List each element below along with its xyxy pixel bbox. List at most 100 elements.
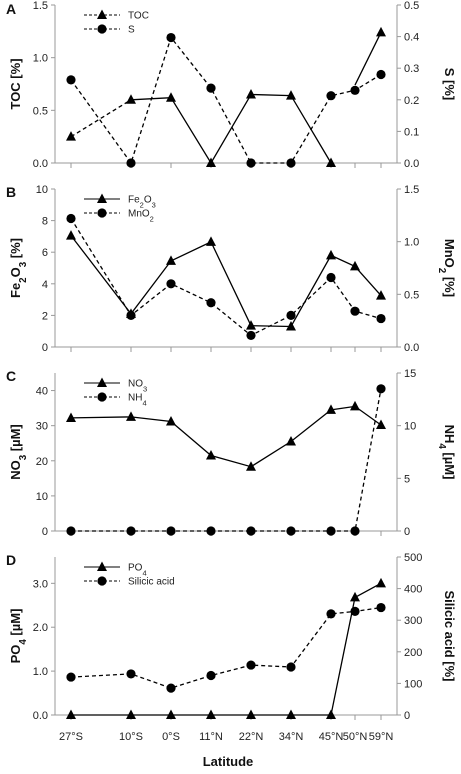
data-point-circle xyxy=(246,660,256,670)
legend-label-subscript: 2 xyxy=(150,214,154,223)
legend-marker-circle xyxy=(97,24,107,34)
data-point-triangle xyxy=(126,411,136,421)
data-point-circle xyxy=(166,526,176,536)
data-point-triangle xyxy=(66,412,76,422)
series-line xyxy=(70,99,132,138)
data-point-triangle xyxy=(66,230,76,240)
data-point-triangle xyxy=(376,419,386,429)
right-axis-label-text: MnO xyxy=(442,239,457,268)
data-point-circle xyxy=(350,606,360,616)
series-mno2 xyxy=(66,213,386,341)
right-tick-label: 1.0 xyxy=(404,237,419,249)
legend-label: NO3 xyxy=(128,379,147,394)
right-tick-label: 400 xyxy=(404,584,422,596)
data-point-circle xyxy=(126,669,136,679)
data-point-triangle xyxy=(286,435,296,446)
right-axis-label: NH4 [µM] xyxy=(437,425,458,480)
data-point-circle xyxy=(246,330,256,341)
data-point-circle xyxy=(66,672,76,682)
x-tick-label: 11°N xyxy=(199,731,223,743)
data-point-circle xyxy=(126,310,136,320)
x-tick-label: 34°N xyxy=(279,731,304,743)
series-line xyxy=(70,36,382,165)
data-point-triangle xyxy=(206,709,216,719)
left-axis-label-subscript: 3 xyxy=(18,454,29,460)
data-point-circle xyxy=(326,526,336,536)
series-fe2o3 xyxy=(66,230,386,331)
right-tick-label: 0.3 xyxy=(404,63,419,75)
legend-marker-circle xyxy=(97,576,107,586)
data-point-triangle xyxy=(350,260,360,271)
data-point-circle xyxy=(66,75,76,85)
data-point-triangle xyxy=(286,90,296,100)
legend-marker-triangle xyxy=(97,9,107,19)
left-tick-label: 0.0 xyxy=(33,158,48,170)
left-axis-label-text: NO xyxy=(8,460,23,480)
right-axis-label-text: [%] xyxy=(442,273,457,297)
left-axis-label-text: [%] xyxy=(8,238,23,262)
left-tick-label: 20 xyxy=(36,456,48,468)
left-tick-label: 3.0 xyxy=(33,578,48,590)
data-point-triangle xyxy=(66,709,76,719)
right-axis-label-text: [µM] xyxy=(442,449,457,480)
legend-label: S xyxy=(128,25,135,36)
legend-label-subscript: 3 xyxy=(152,200,156,209)
left-axis-label-text: O xyxy=(8,267,23,277)
x-tick-label: 59°N xyxy=(369,731,394,743)
data-point-circle xyxy=(286,158,296,168)
x-tick-label: 50°N xyxy=(343,731,368,743)
left-tick-label: 2 xyxy=(42,310,48,322)
data-point-circle xyxy=(206,83,216,93)
legend-label-text: S xyxy=(128,25,135,36)
data-point-circle xyxy=(286,526,296,536)
series-line xyxy=(71,582,382,716)
legend-marker-triangle xyxy=(97,377,107,387)
series-line xyxy=(354,32,382,86)
data-point-circle xyxy=(286,310,296,320)
legend-marker-triangle xyxy=(97,193,107,203)
legend-label: MnO2 xyxy=(128,209,154,224)
series-nh4 xyxy=(66,384,386,536)
right-axis-label-text: S [%] xyxy=(442,68,457,101)
data-point-triangle xyxy=(246,89,256,99)
right-axis-label-subscript: 4 xyxy=(437,443,448,449)
x-tick-label: 10°S xyxy=(119,731,143,743)
data-point-circle xyxy=(166,279,176,289)
left-tick-label: 1.0 xyxy=(33,666,48,678)
right-tick-label: 0.5 xyxy=(404,289,419,301)
x-tick-label: 45°N xyxy=(319,731,344,743)
left-tick-label: 0 xyxy=(42,342,48,354)
left-axis-label-text: [µM] xyxy=(8,609,23,640)
series-toc xyxy=(66,26,386,167)
panel-label: A xyxy=(6,1,16,17)
legend-marker-triangle xyxy=(97,561,107,571)
data-point-circle xyxy=(286,662,296,672)
left-axis-label: TOC [%] xyxy=(8,58,23,109)
data-point-circle xyxy=(246,158,256,168)
right-axis-label-text: NH xyxy=(442,425,457,444)
legend-label-text: NH xyxy=(128,393,142,404)
right-tick-label: 500 xyxy=(404,552,422,564)
right-tick-label: 0 xyxy=(404,710,410,722)
series-line xyxy=(70,405,382,468)
data-point-triangle xyxy=(286,709,296,719)
right-tick-label: 0.2 xyxy=(404,95,419,107)
legend-label-text: NO xyxy=(128,379,143,390)
left-tick-label: 0 xyxy=(42,526,48,538)
data-point-circle xyxy=(126,526,136,536)
right-tick-label: 0.0 xyxy=(404,342,419,354)
legend-label-subscript: 4 xyxy=(142,568,146,577)
left-axis-label-text: [µM] xyxy=(8,424,23,455)
left-axis-label-text: PO xyxy=(8,645,23,664)
data-point-circle xyxy=(246,526,256,536)
data-point-circle xyxy=(206,670,216,681)
data-point-circle xyxy=(126,158,136,168)
data-point-triangle xyxy=(166,255,176,265)
right-tick-label: 5 xyxy=(404,473,410,485)
left-axis-label-text: Fe xyxy=(8,283,23,298)
data-point-triangle xyxy=(286,320,296,331)
data-point-triangle xyxy=(166,92,176,102)
left-tick-label: 40 xyxy=(36,386,48,398)
series-line xyxy=(130,93,332,165)
